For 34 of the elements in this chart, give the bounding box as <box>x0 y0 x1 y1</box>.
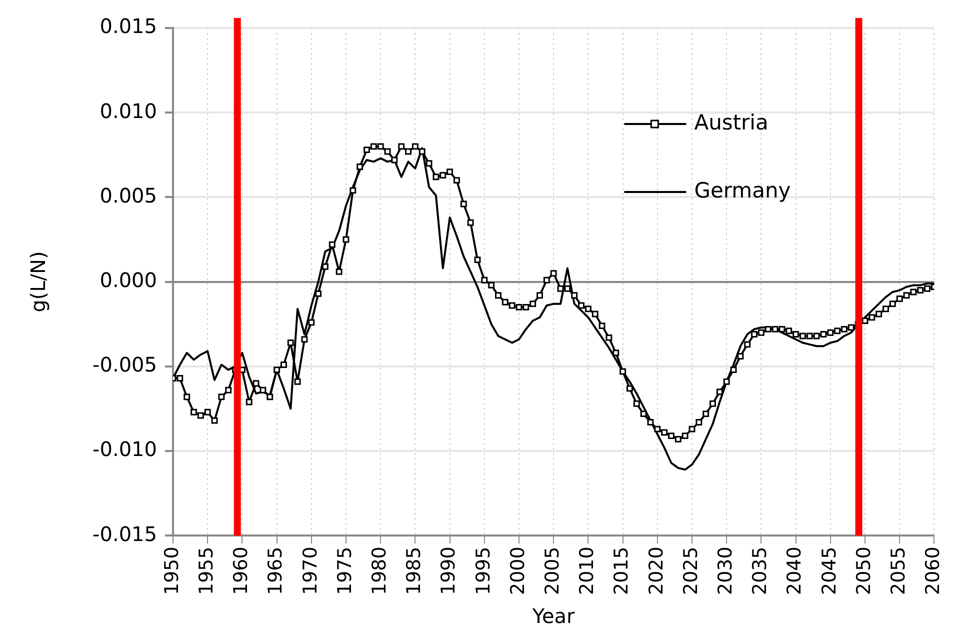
x-tick-label: 2000 <box>506 546 529 596</box>
x-tick-label: 2020 <box>645 546 668 596</box>
x-tick-label: 2045 <box>818 546 840 596</box>
x-tick-label: 2025 <box>680 546 702 596</box>
x-tick-label: 2015 <box>610 546 633 596</box>
x-tick-label: 2040 <box>784 546 806 596</box>
legend-label: Austria <box>694 110 768 134</box>
x-tick-label: 2030 <box>714 546 737 596</box>
x-tick-label: 1980 <box>368 546 391 596</box>
x-tick-label: 1995 <box>472 546 494 596</box>
x-tick-label: 1960 <box>230 546 252 596</box>
x-tick-label: 2050 <box>852 546 875 596</box>
x-tick-label: 1990 <box>438 546 460 596</box>
legend-label: Germany <box>694 178 791 202</box>
y-tick-label: 0.015 <box>100 14 157 38</box>
y-tick-label: 0.005 <box>100 183 157 208</box>
y-tick-label: -0.010 <box>92 437 157 462</box>
y-tick-label: -0.015 <box>92 522 157 546</box>
y-axis-title: g(L/N) <box>26 251 50 312</box>
x-tick-label: 1970 <box>299 546 322 596</box>
x-tick-label: 1985 <box>403 546 426 596</box>
x-tick-label: 1955 <box>196 546 218 596</box>
x-tick-label: 2005 <box>542 546 564 596</box>
y-tick-label: 0.000 <box>100 268 157 292</box>
x-axis-title: Year <box>531 604 576 628</box>
x-tick-label: 2060 <box>922 546 944 596</box>
y-tick-label: -0.005 <box>92 352 157 377</box>
x-tick-label: 1975 <box>334 546 356 596</box>
x-tick-label: 2010 <box>576 546 598 596</box>
x-tick-label: 2035 <box>749 546 772 596</box>
x-tick-label: 1965 <box>264 546 287 596</box>
x-tick-label: 1950 <box>160 546 183 596</box>
x-tick-label: 2055 <box>888 546 910 596</box>
y-tick-label: 0.010 <box>100 98 157 123</box>
